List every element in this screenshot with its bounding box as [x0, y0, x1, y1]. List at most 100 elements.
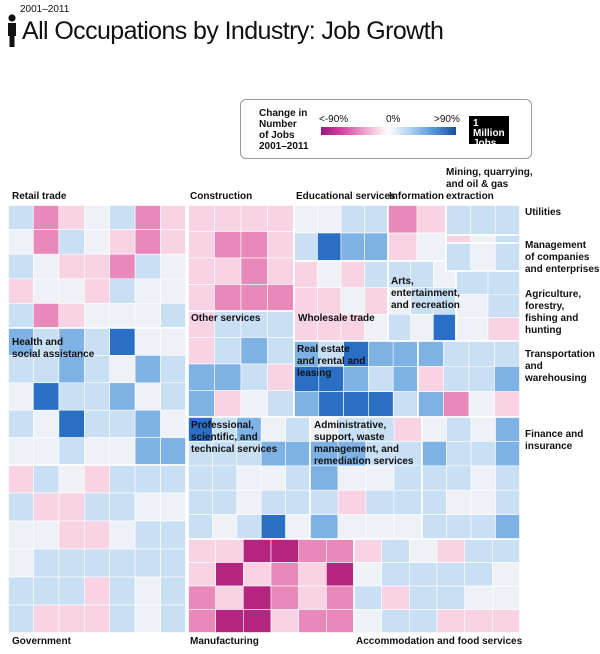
treemap-cell: [58, 278, 85, 304]
treemap-cell: [446, 441, 472, 467]
label-arts-entertainment: Arts, entertainment, and recreation: [391, 276, 460, 311]
treemap-cell: [417, 340, 444, 367]
treemap-cell: [109, 327, 136, 356]
treemap-cell: [160, 492, 187, 522]
treemap-cell: [436, 585, 466, 610]
label-management-companies: Management of companies and enterprises: [525, 240, 600, 275]
treemap-cell: [160, 548, 187, 578]
treemap-cell: [187, 416, 213, 442]
treemap-cell: [33, 355, 60, 384]
treemap-cell: [240, 363, 268, 391]
label-educational-services: Educational services: [296, 191, 396, 202]
treemap-cell: [285, 465, 311, 491]
treemap-industry-2: [7, 464, 187, 634]
treemap-cell: [436, 609, 466, 634]
treemap-cell: [187, 257, 215, 285]
treemap-cell: [7, 382, 34, 411]
treemap-cell: [365, 514, 395, 540]
treemap-cell: [134, 278, 161, 304]
treemap-cell: [446, 416, 472, 442]
treemap-cell: [443, 340, 470, 367]
treemap-cell: [393, 514, 423, 540]
treemap-cell: [109, 520, 136, 550]
treemap-industry-1: [7, 327, 187, 466]
treemap-cell: [58, 548, 85, 578]
treemap-cell: [212, 489, 238, 515]
treemap-cell: [109, 229, 136, 255]
treemap-cell: [84, 229, 111, 255]
treemap-industry-border: [7, 464, 187, 634]
treemap-cell: [160, 604, 187, 634]
treemap-cell: [84, 204, 111, 230]
treemap-cell: [267, 204, 295, 232]
treemap-cell: [134, 548, 161, 578]
treemap-cell: [187, 489, 213, 515]
treemap-cell: [309, 441, 339, 467]
treemap-cell: [240, 337, 268, 365]
treemap-cell: [309, 489, 339, 515]
treemap-cell: [470, 234, 496, 244]
treemap-cell: [446, 514, 472, 540]
legend-title: Change in Number of Jobs 2001–2011: [259, 108, 309, 152]
treemap-cell: [33, 253, 60, 280]
treemap-cell: [260, 465, 286, 491]
treemap-cell: [109, 303, 136, 329]
treemap-cell: [58, 382, 85, 411]
treemap-cell: [134, 253, 161, 280]
treemap-cell: [214, 231, 242, 259]
label-wholesale-trade: Wholesale trade: [298, 313, 375, 324]
label-finance-insurance: Finance and insurance: [525, 429, 584, 452]
treemap-cell: [243, 585, 272, 610]
treemap-cell: [160, 204, 187, 230]
treemap-cell: [464, 538, 493, 563]
treemap-cell: [260, 514, 286, 540]
treemap-cell: [285, 441, 311, 467]
label-health-social-assistance: Health and social assistance: [12, 337, 95, 360]
treemap-cell: [470, 242, 496, 272]
treemap-cell: [285, 514, 311, 540]
treemap-cell: [495, 441, 521, 467]
treemap-cell: [187, 231, 215, 259]
treemap-cell: [109, 409, 136, 438]
treemap-cell: [353, 538, 383, 563]
label-accommodation-food: Accommodation and food services: [356, 636, 523, 647]
treemap-cell: [187, 538, 217, 563]
treemap-cell: [470, 204, 496, 236]
treemap-cell: [212, 514, 238, 540]
treemap-cell: [364, 287, 389, 315]
treemap-cell: [58, 492, 85, 522]
treemap-cell: [487, 270, 521, 295]
treemap-cell: [495, 416, 521, 442]
treemap-cell: [267, 337, 295, 365]
treemap-cell: [464, 585, 493, 610]
treemap-cell: [417, 391, 444, 418]
treemap-cell: [134, 492, 161, 522]
treemap-industry-11: [353, 538, 521, 634]
treemap-cell: [381, 585, 410, 610]
treemap-cell: [317, 232, 342, 262]
treemap-cell: [187, 284, 215, 312]
treemap-cell: [368, 391, 394, 418]
treemap-cell: [309, 416, 339, 442]
treemap-industry-14: [445, 204, 521, 236]
treemap-cell: [160, 229, 187, 255]
treemap-industry-7: [293, 204, 389, 262]
treemap-cell: [58, 604, 85, 634]
treemap-cell: [309, 514, 339, 540]
treemap-cell: [445, 234, 472, 244]
treemap-cell: [58, 437, 85, 466]
treemap-cell: [340, 232, 365, 262]
treemap-cell: [84, 492, 111, 522]
treemap-industry-15: [445, 234, 521, 244]
treemap-cell: [134, 464, 161, 494]
treemap-cell: [214, 337, 242, 365]
treemap-cell: [134, 327, 161, 356]
treemap-cell: [494, 242, 521, 272]
treemap-cell: [421, 441, 447, 467]
treemap-cell: [455, 293, 489, 318]
treemap-cell: [58, 409, 85, 438]
treemap-cell: [134, 576, 161, 606]
treemap-cell: [364, 232, 389, 262]
treemap-cell: [33, 520, 60, 550]
treemap-cell: [270, 562, 300, 587]
